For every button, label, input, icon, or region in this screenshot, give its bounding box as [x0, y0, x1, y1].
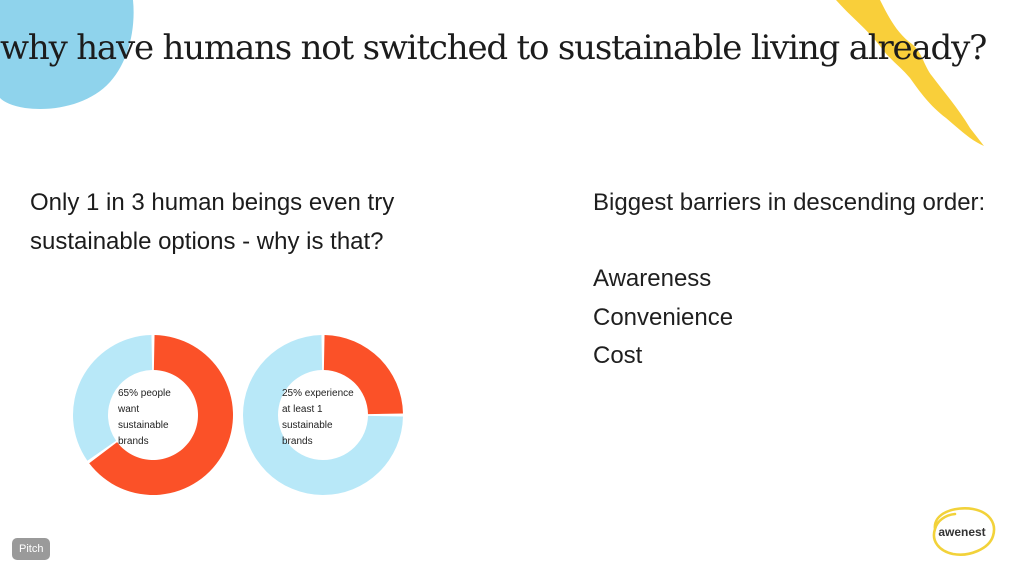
- decorative-yellow-brushstroke: [836, 0, 984, 146]
- barriers-heading: Biggest barriers in descending order:: [593, 189, 986, 216]
- svg-text:awenest: awenest: [938, 525, 985, 539]
- barriers-list: Awareness Convenience Cost: [593, 260, 733, 376]
- donut-1-slice-0: [323, 335, 403, 415]
- donut-label-want-sustainable: 65% people want sustainable brands: [118, 388, 171, 447]
- decorative-blue-blob: [0, 0, 134, 109]
- barrier-item-awareness: Awareness: [593, 265, 712, 292]
- donut-chart-want-sustainable: [73, 335, 233, 495]
- awenest-logo: awenest: [932, 507, 996, 556]
- barrier-item-convenience: Convenience: [593, 303, 734, 331]
- question-text: Only 1 in 3 human beings even try sustai…: [30, 189, 395, 255]
- slide-title: why have humans not switched to sustaina…: [0, 28, 987, 68]
- donut-label-experience-sustainable: 25% experience at least 1 sustainable br…: [282, 388, 354, 447]
- donut-0-slice-1: [73, 335, 153, 461]
- donut-chart-experience-sustainable: [243, 335, 403, 495]
- donut-1-slice-1: [243, 335, 403, 495]
- barrier-item-cost: Cost: [593, 342, 643, 369]
- donut-0-slice-0: [89, 335, 233, 495]
- pitch-badge[interactable]: Pitch: [12, 538, 51, 560]
